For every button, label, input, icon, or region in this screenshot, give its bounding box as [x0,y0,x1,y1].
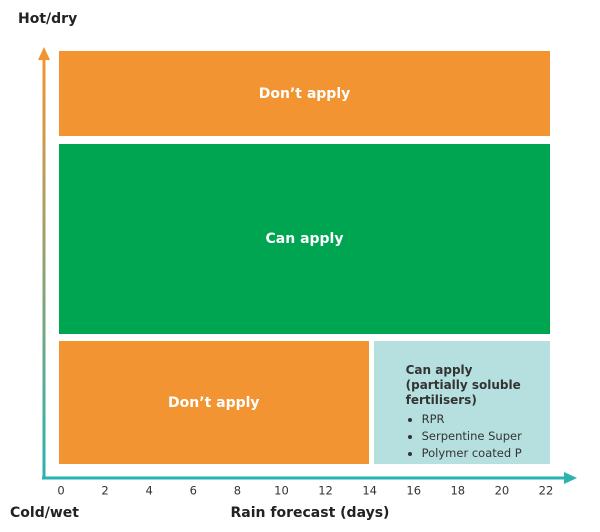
zone-item: Polymer coated P [422,445,530,462]
x-tick-label: 2 [101,484,108,498]
zone-label: Don’t apply [168,394,260,411]
zone: Don’t apply [59,341,369,464]
y-top-label: Hot/dry [18,11,78,27]
zone-label: Can apply [265,231,344,247]
x-tick-label: 0 [57,484,64,498]
x-axis-arrow [564,472,577,484]
zone-item: RPR [422,411,530,428]
x-tick-label: 12 [318,484,333,498]
x-tick-label: 8 [234,484,241,498]
zone-list: RPRSerpentine SuperPolymer coated P [406,411,530,462]
x-tick-label: 18 [450,484,465,498]
y-bottom-label: Cold/wet [10,505,79,521]
x-tick-label: 22 [539,484,554,498]
x-tick-label: 10 [274,484,289,498]
zone: Can apply [59,144,550,334]
zone-title: Can apply (partially soluble fertilisers… [405,363,521,407]
x-tick-label: 6 [190,484,197,498]
x-tick-label: 4 [146,484,153,498]
x-tick-label: 20 [495,484,510,498]
x-axis-label: Rain forecast (days) [230,505,390,521]
zone-label: Don’t apply [258,85,351,102]
zone: Don’t apply [59,51,550,136]
zone-item: Serpentine Super [422,428,530,445]
y-axis-line [42,58,46,479]
y-axis-arrow [38,47,50,60]
zone: Can apply (partially soluble fertilisers… [373,341,550,464]
x-tick-label: 16 [406,484,421,498]
x-tick-label: 14 [362,484,377,498]
